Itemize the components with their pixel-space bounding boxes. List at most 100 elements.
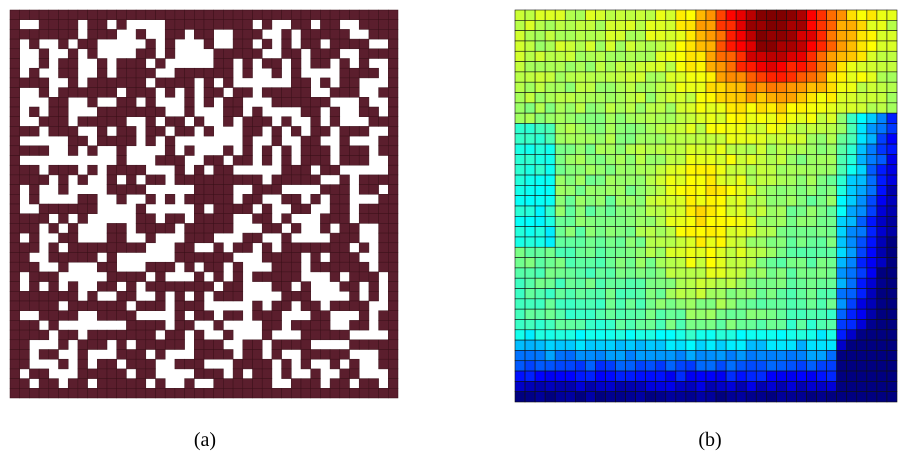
mesh-cell (706, 258, 716, 268)
element (107, 359, 117, 369)
mesh-cell (666, 41, 676, 51)
element (369, 185, 379, 195)
element (233, 291, 243, 301)
element (126, 59, 136, 69)
mesh-cell (676, 51, 686, 61)
mesh-cell (847, 185, 857, 195)
mesh-cell (756, 299, 766, 309)
mesh-cell (605, 144, 615, 154)
element (253, 107, 263, 117)
mesh-cell (867, 93, 877, 103)
mesh-cell (776, 289, 786, 299)
mesh-cell (867, 113, 877, 123)
mesh-cell (626, 10, 636, 20)
element (10, 233, 20, 243)
element (29, 320, 39, 330)
mesh-cell (515, 278, 525, 288)
mesh-cell (686, 247, 696, 257)
element (388, 136, 398, 146)
element (204, 223, 214, 233)
mesh-cell (827, 247, 837, 257)
element (194, 369, 204, 379)
element (291, 97, 301, 107)
mesh-cell (696, 20, 706, 30)
mesh-cell (515, 371, 525, 381)
mesh-cell (696, 175, 706, 185)
mesh-cell (807, 165, 817, 175)
mesh-cell (726, 185, 736, 195)
mesh-cell (616, 72, 626, 82)
element (233, 97, 243, 107)
mesh-cell (686, 113, 696, 123)
mesh-cell (585, 258, 595, 268)
mesh-cell (636, 206, 646, 216)
mesh-cell (595, 309, 605, 319)
element (78, 340, 88, 350)
mesh-cell (756, 165, 766, 175)
mesh-cell (786, 258, 796, 268)
mesh-cell (595, 62, 605, 72)
element (194, 311, 204, 321)
element (59, 330, 69, 340)
element (117, 146, 127, 156)
mesh-cell (817, 113, 827, 123)
element (20, 175, 30, 185)
element (29, 388, 39, 398)
mesh-cell (807, 144, 817, 154)
mesh-cell (646, 258, 656, 268)
mesh-cell (726, 82, 736, 92)
element (291, 243, 301, 253)
mesh-cell (827, 51, 837, 61)
mesh-cell (575, 31, 585, 41)
mesh-cell (595, 20, 605, 30)
mesh-cell (736, 319, 746, 329)
element (117, 379, 127, 389)
element (223, 253, 233, 263)
element (10, 59, 20, 69)
mesh-cell (575, 227, 585, 237)
mesh-cell (605, 165, 615, 175)
mesh-cell (857, 247, 867, 257)
mesh-cell (877, 299, 887, 309)
element (204, 340, 214, 350)
mesh-cell (616, 309, 626, 319)
mesh-cell (515, 51, 525, 61)
mesh-cell (827, 41, 837, 51)
mesh-cell (857, 381, 867, 391)
mesh-cell (857, 350, 867, 360)
element (272, 88, 282, 98)
mesh-cell (656, 82, 666, 92)
element (126, 388, 136, 398)
element (320, 78, 330, 88)
mesh-cell (555, 103, 565, 113)
mesh-cell (827, 185, 837, 195)
mesh-cell (545, 299, 555, 309)
mesh-cell (887, 62, 897, 72)
element (311, 369, 321, 379)
mesh-cell (786, 175, 796, 185)
mesh-cell (776, 350, 786, 360)
element (68, 379, 78, 389)
mesh-cell (867, 361, 877, 371)
mesh-cell (616, 247, 626, 257)
mesh-cell (575, 123, 585, 133)
element (78, 175, 88, 185)
element (97, 10, 107, 20)
mesh-cell (726, 299, 736, 309)
mesh-cell (887, 237, 897, 247)
element (272, 253, 282, 263)
mesh-cell (877, 123, 887, 133)
element (204, 39, 214, 49)
mesh-cell (857, 113, 867, 123)
mesh-cell (636, 31, 646, 41)
element (29, 165, 39, 175)
mesh-cell (887, 216, 897, 226)
mesh-cell (756, 103, 766, 113)
mesh-cell (756, 237, 766, 247)
mesh-cell (847, 72, 857, 82)
element (156, 282, 166, 292)
mesh-cell (746, 10, 756, 20)
element (20, 262, 30, 272)
mesh-cell (636, 134, 646, 144)
mesh-cell (545, 113, 555, 123)
